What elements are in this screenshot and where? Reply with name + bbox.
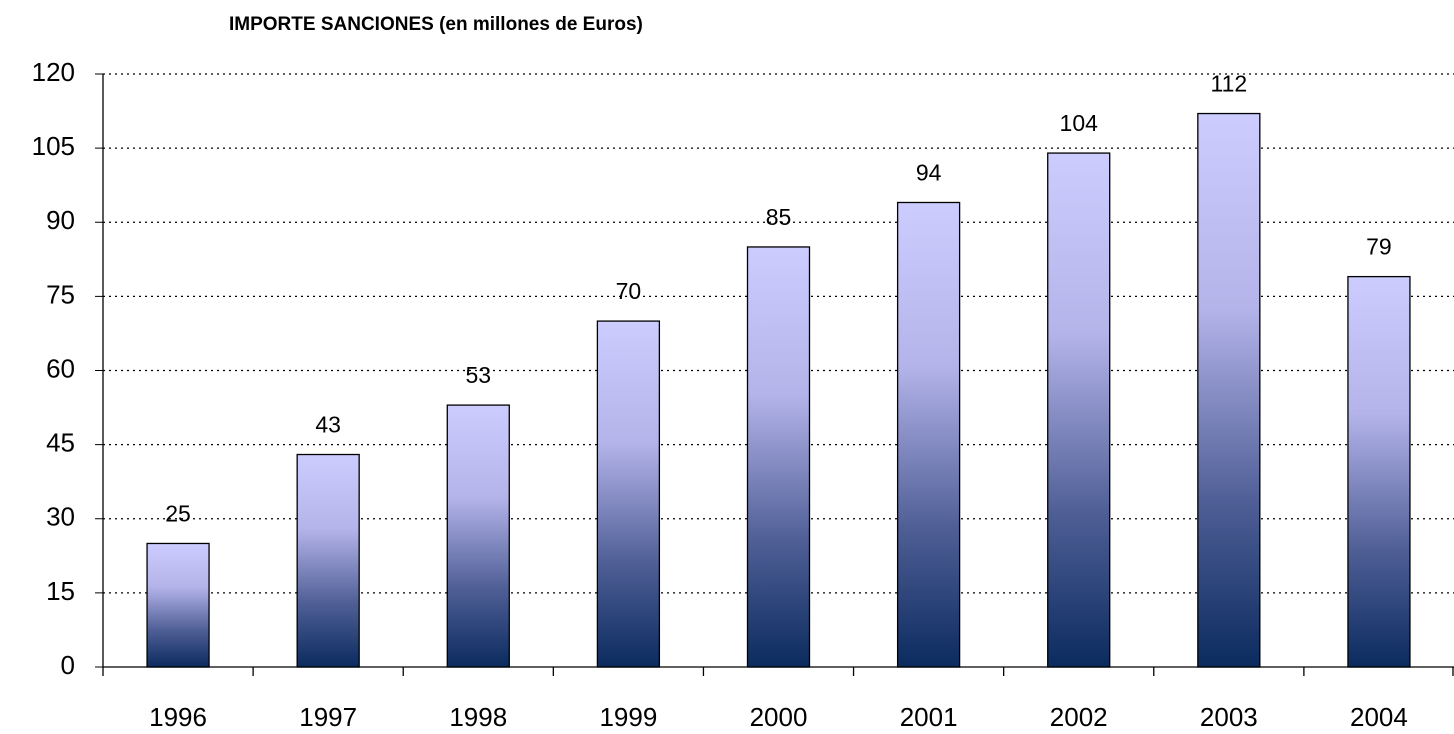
- data-label: 85: [766, 204, 792, 230]
- x-tick-label: 2000: [750, 702, 808, 732]
- x-tick-label: 2001: [900, 702, 958, 732]
- x-tick-label: 1996: [149, 702, 207, 732]
- y-tick-label: 15: [46, 576, 75, 606]
- chart-title: IMPORTE SANCIONES (en millones de Euros): [229, 14, 643, 35]
- x-tick-label: 1998: [449, 702, 507, 732]
- x-tick-label: 2004: [1350, 702, 1408, 732]
- bar: [1047, 152, 1111, 668]
- x-tick-label: 2002: [1050, 702, 1108, 732]
- y-tick-label: 0: [61, 650, 75, 680]
- y-tick-label: 60: [46, 353, 75, 383]
- bar: [1347, 275, 1411, 668]
- y-tick-label: 90: [46, 205, 75, 235]
- data-label: 53: [465, 362, 491, 388]
- y-tick-label: 105: [32, 131, 75, 161]
- data-label: 43: [315, 412, 341, 438]
- x-tick-label: 2003: [1200, 702, 1258, 732]
- bar: [146, 542, 210, 668]
- y-tick-label: 30: [46, 502, 75, 532]
- y-tick-label: 45: [46, 428, 75, 458]
- x-tick-label: 1997: [299, 702, 357, 732]
- data-label: 94: [916, 160, 942, 186]
- bar: [296, 453, 360, 668]
- data-label: 112: [1210, 71, 1247, 97]
- x-tick-label: 1999: [599, 702, 657, 732]
- bar: [1197, 112, 1261, 668]
- data-label: 70: [616, 278, 642, 304]
- data-label: 79: [1366, 234, 1392, 260]
- bar: [446, 404, 510, 668]
- bar: [896, 201, 961, 668]
- bar: [596, 320, 661, 668]
- data-label: 25: [165, 501, 191, 527]
- y-tick-label: 75: [46, 279, 75, 309]
- bar: [746, 246, 811, 668]
- data-label: 104: [1060, 110, 1099, 136]
- y-tick-label: 120: [32, 57, 75, 87]
